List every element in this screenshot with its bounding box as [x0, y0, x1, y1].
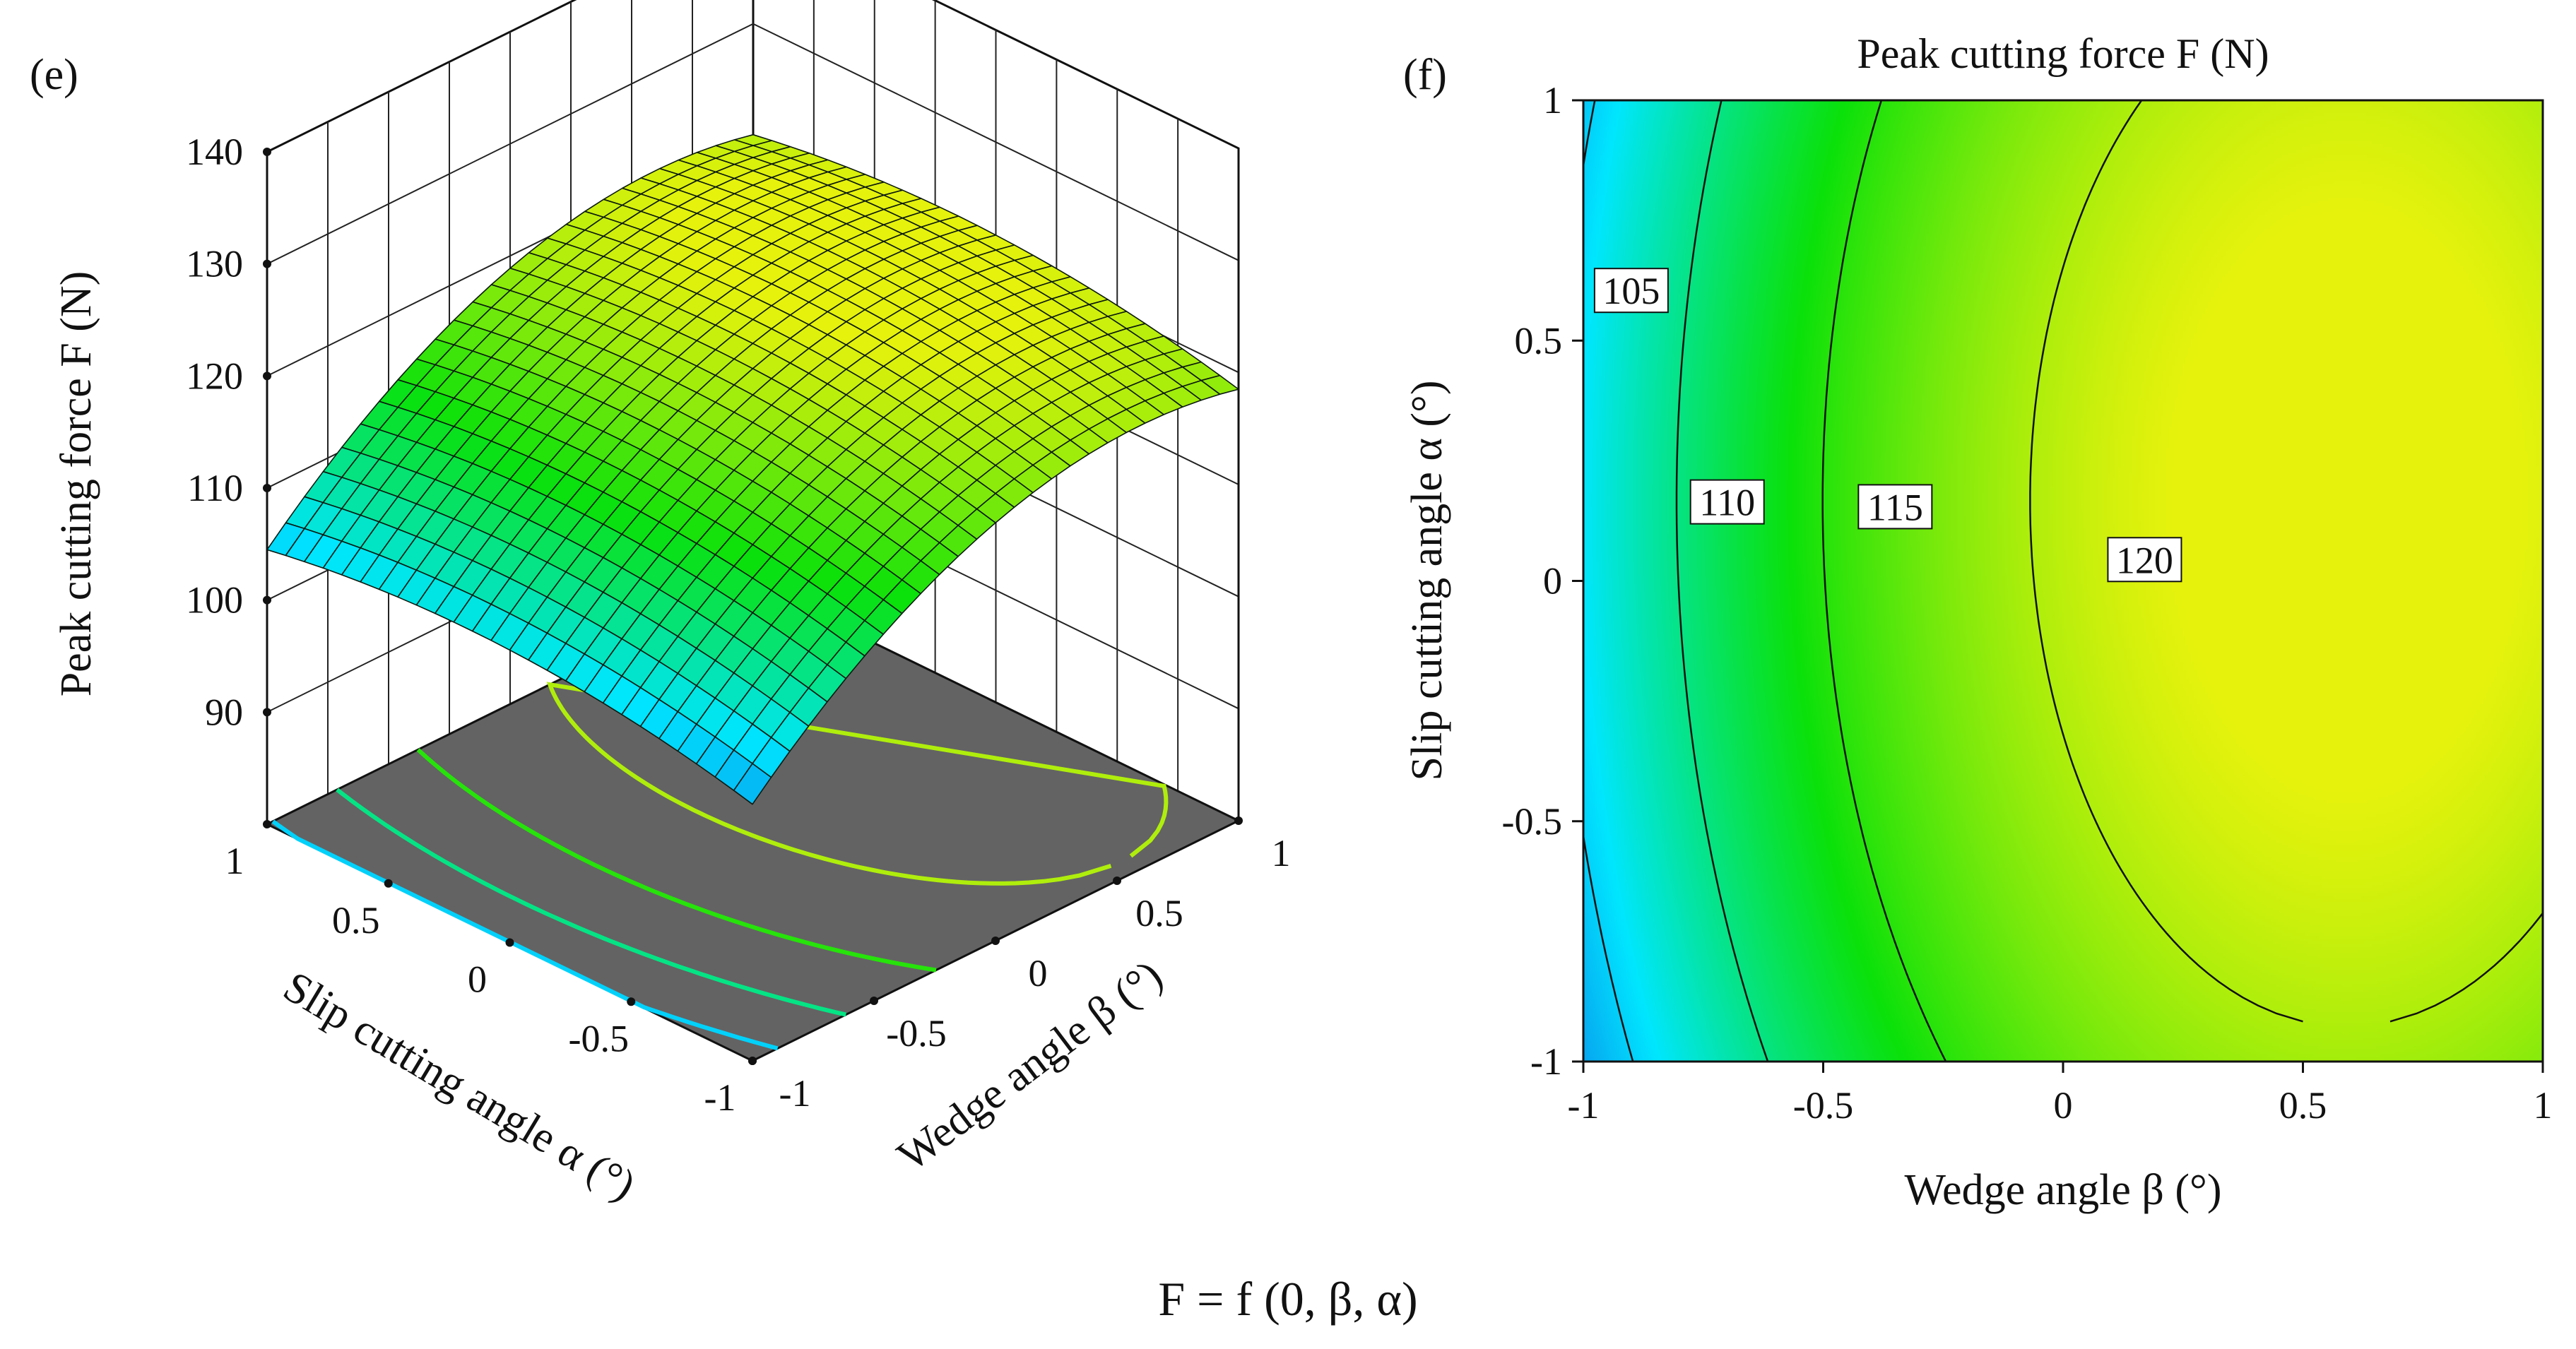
surface-y-axis-label: Slip cutting angle α (°) [276, 963, 644, 1210]
z-tick-label: 100 [186, 579, 243, 622]
contour-label-105: 105 [1593, 268, 1669, 314]
contour-line-120 [2029, 100, 2543, 1023]
floor-contours [271, 682, 1169, 1051]
contour-label-120: 120 [2107, 537, 2182, 583]
contour-y-tick-label: -1 [1530, 1040, 1562, 1083]
y-tick-label: 0.5 [332, 899, 380, 941]
wall-gridline [266, 23, 1239, 265]
contour-y-tick-label: -0.5 [1502, 800, 1562, 843]
x-tick-mark [991, 937, 1000, 945]
x-tick-mark [870, 997, 878, 1005]
x-tick-label: -0.5 [886, 1012, 946, 1054]
y-tick-label: 1 [225, 840, 244, 882]
z-tick-mark [263, 484, 271, 492]
figure-caption: F = f (0, β, α) [1158, 1272, 1417, 1326]
y-tick-label: -0.5 [569, 1017, 629, 1059]
contour-label-text: 110 [1699, 482, 1755, 524]
contour-line-105 [1583, 100, 1634, 1062]
contour-label-box [2107, 537, 2182, 583]
z-tick-mark [263, 259, 271, 268]
contour-colormap [1583, 100, 2543, 1062]
x-tick-mark [1234, 816, 1243, 825]
contour-lines [1583, 100, 2543, 1062]
contour-line-110 [1675, 100, 1769, 1062]
contour-labels: 105 110 115 120 [1593, 268, 2182, 583]
contour-y-tick-label: 1 [1543, 79, 1562, 121]
y-tick-mark [263, 820, 271, 828]
z-tick-mark [263, 372, 271, 381]
contour-ticks: -1 -0.5 0 0.5 1 -1 -0.5 0 0.5 1 [1502, 79, 2553, 1127]
y-tick-label: -1 [704, 1076, 736, 1119]
contour-label-text: 105 [1602, 270, 1660, 312]
z-tick-label: 140 [186, 131, 243, 173]
y-tick-mark [384, 879, 393, 888]
z-tick-mark [263, 595, 271, 605]
z-tick-mark [263, 148, 271, 156]
floor-contour-105 [271, 819, 779, 1051]
x-tick-mark [1113, 876, 1121, 885]
contour-label-text: 115 [1867, 486, 1923, 528]
z-tick-mark [263, 708, 271, 717]
contour-x-axis-label: Wedge angle β (°) [1905, 1166, 2222, 1214]
z-tick-label: 120 [186, 355, 243, 397]
y-tick-label: 0 [468, 958, 487, 1001]
contour-title: Peak cutting force F (N) [1857, 30, 2269, 77]
contour-x-tick-label: -0.5 [1793, 1084, 1853, 1127]
contour-y-axis-label: Slip cutting angle α (°) [1403, 381, 1451, 781]
surface-plot-panel: 90100110120130140-1-0.500.51-1-0.500.51 … [30, 0, 1291, 1210]
panel-label-e: (e) [30, 51, 78, 99]
contour-label-110: 110 [1689, 479, 1765, 525]
floor-contour-115 [416, 748, 937, 973]
contour-label-box [1857, 484, 1933, 530]
y-tick-mark [505, 938, 514, 947]
contour-label-box [1689, 479, 1765, 525]
z-tick-label: 90 [205, 691, 243, 733]
x-tick-label: 0.5 [1135, 892, 1183, 934]
z-tick-label: 130 [186, 243, 243, 285]
contour-x-tick-label: 1 [2534, 1084, 2553, 1127]
contour-x-tick-label: 0 [2054, 1084, 2073, 1127]
z-tick-label: 110 [187, 467, 243, 509]
contour-line-115 [1821, 100, 1947, 1062]
surface-plot-ticks: 90 100 110 120 130 140 -1 -0.5 0 0.5 1 -1 -0.5 0 0.5 1 [186, 131, 1291, 1119]
surface-patch [733, 763, 772, 805]
response-surface [266, 133, 1239, 805]
panel-label-f: (f) [1403, 51, 1447, 99]
contour-y-tick-label: 0 [1543, 560, 1562, 602]
contour-label-text: 120 [2116, 539, 2173, 581]
x-tick-label: -1 [779, 1072, 811, 1115]
contour-x-tick-label: 0.5 [2279, 1084, 2327, 1127]
x-tick-label: 1 [1272, 832, 1291, 874]
contour-y-tick-label: 0.5 [1515, 319, 1563, 362]
x-tick-label: 0 [1029, 952, 1048, 994]
floor-contour-120 [546, 682, 1169, 886]
y-tick-mark [627, 997, 636, 1006]
contour-label-115: 115 [1857, 484, 1933, 530]
contour-label-box [1593, 268, 1669, 314]
z-axis-label: Peak cutting force F (N) [52, 271, 100, 697]
floor-contour-110 [336, 788, 846, 1017]
x-tick-mark [748, 1057, 757, 1065]
contour-x-tick-label: -1 [1568, 1084, 1600, 1127]
